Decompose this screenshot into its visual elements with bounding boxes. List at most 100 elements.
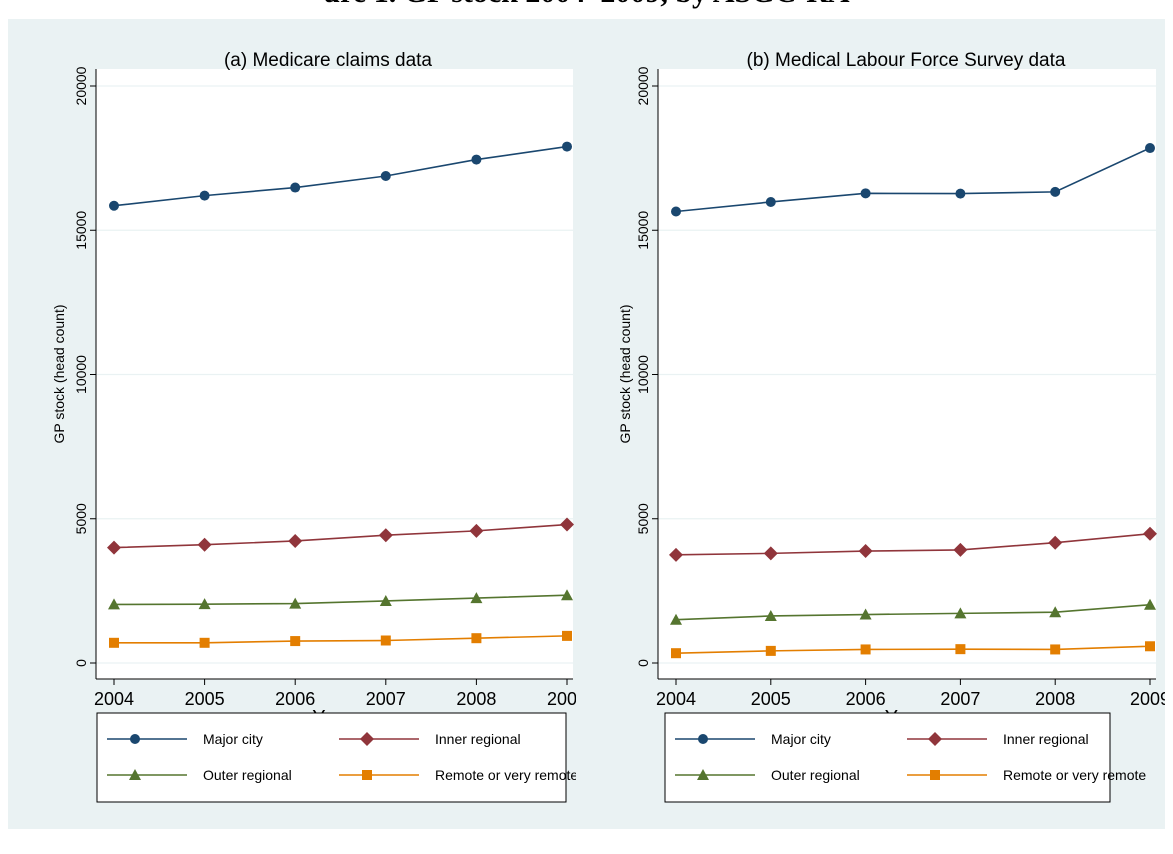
data-point <box>764 609 777 621</box>
legend-marker <box>129 769 141 780</box>
data-point <box>1143 526 1157 541</box>
series-line <box>113 145 568 207</box>
legend-box <box>96 712 567 803</box>
data-point <box>671 648 681 659</box>
data-point <box>109 200 119 211</box>
data-point <box>1144 598 1156 610</box>
data-point <box>562 630 572 641</box>
y-tick-label: 15000 <box>635 211 651 250</box>
y-tick-label: 20000 <box>73 66 89 105</box>
data-point <box>765 645 776 656</box>
x-tick-label: 2007 <box>940 689 980 709</box>
data-point <box>1050 644 1061 655</box>
chart-title: (a) Medicare claims data <box>224 50 432 71</box>
legend-marker <box>928 732 942 746</box>
data-point <box>199 190 210 201</box>
series-1 <box>107 517 574 555</box>
data-point <box>560 517 574 532</box>
legend-box <box>664 712 1111 803</box>
series-1 <box>669 526 1157 562</box>
data-point <box>1048 535 1063 550</box>
x-tick-label: 2006 <box>275 689 315 709</box>
series-line <box>113 594 568 606</box>
data-point <box>765 196 776 207</box>
series-line <box>113 523 568 549</box>
x-tick-label: 2004 <box>656 689 696 709</box>
legend-label: Major city <box>771 731 831 747</box>
y-tick-label: 20000 <box>635 66 651 105</box>
data-point <box>380 635 391 646</box>
x-tick-label: 2008 <box>1035 689 1075 709</box>
x-tick-label: 2006 <box>846 689 886 709</box>
series-3 <box>671 641 1155 659</box>
y-tick-label: 5000 <box>73 503 89 534</box>
figure-frame: 0 5000 10000 15000 20000 2004 2005 2006 2007 2008… <box>8 19 1165 829</box>
data-point <box>955 188 966 199</box>
x-tick-label: 2007 <box>366 689 406 709</box>
legend-marker <box>697 769 709 780</box>
figure-heading: ure 1. GP stock 2004–2009, by ASGC-RA <box>0 0 1173 16</box>
data-point <box>858 544 873 559</box>
legend-marker <box>698 734 708 744</box>
legend-label: Inner regional <box>1003 731 1089 747</box>
data-point <box>109 637 119 648</box>
data-point <box>1049 606 1062 618</box>
data-point <box>671 206 681 217</box>
data-point <box>199 637 210 648</box>
y-tick-label: 0 <box>73 659 89 667</box>
data-point <box>198 598 211 610</box>
legend-label: Remote or very remote <box>435 767 576 783</box>
y-tick-label: 10000 <box>635 355 651 394</box>
x-tick-label: 2004 <box>94 689 134 709</box>
data-point <box>860 644 871 655</box>
x-tick-label: 2005 <box>751 689 791 709</box>
x-tick-label: 2009 <box>547 689 576 709</box>
data-point <box>108 598 120 610</box>
data-point <box>378 528 393 543</box>
legend: Major city Inner regional Outer regional Re… <box>664 712 1146 803</box>
data-point <box>289 597 302 609</box>
chart-title: (b) Medical Labour Force Survey data <box>747 50 1066 71</box>
data-point <box>1145 143 1155 154</box>
data-point <box>562 141 572 152</box>
series-line <box>675 147 1151 213</box>
data-point <box>290 636 301 647</box>
data-point <box>107 540 121 555</box>
series-3 <box>109 630 572 648</box>
y-tick-label: 5000 <box>635 503 651 534</box>
series-line <box>675 603 1151 621</box>
legend-label: Outer regional <box>203 767 292 783</box>
y-tick-label: 15000 <box>73 211 89 250</box>
data-point <box>763 546 778 561</box>
y-axis-label: GP stock (head count) <box>51 304 67 443</box>
data-point <box>469 523 484 538</box>
y-tick-label: 0 <box>635 659 651 667</box>
data-point <box>669 547 683 562</box>
x-tick-label: 2005 <box>185 689 225 709</box>
data-point <box>288 533 303 548</box>
legend-marker <box>930 770 940 780</box>
chart-panel-a: 0 5000 10000 15000 20000 2004 2005 2006 2007 2008… <box>51 50 576 803</box>
series-line <box>114 635 568 644</box>
x-tick-label: 2009 <box>1130 689 1165 709</box>
data-point <box>197 537 212 552</box>
data-point <box>379 594 392 606</box>
series-0 <box>671 143 1155 217</box>
series-line <box>675 532 1151 556</box>
data-point <box>1050 186 1061 197</box>
data-point <box>471 154 482 165</box>
data-point <box>670 613 682 625</box>
legend-label: Inner regional <box>435 731 521 747</box>
legend-marker <box>130 734 140 744</box>
y-tick-label: 10000 <box>73 355 89 394</box>
data-point <box>860 188 871 199</box>
legend-label: Major city <box>203 731 263 747</box>
x-tick-label: 2008 <box>456 689 496 709</box>
data-point <box>1145 641 1155 652</box>
chart-panel-b: 0 5000 10000 15000 20000 2004 2005 2006 2007 2008… <box>617 50 1165 803</box>
legend-label: Outer regional <box>771 767 860 783</box>
series-line <box>675 645 1151 654</box>
data-point <box>471 633 482 644</box>
legend-label: Remote or very remote <box>1003 767 1146 783</box>
legend-marker <box>362 770 372 780</box>
